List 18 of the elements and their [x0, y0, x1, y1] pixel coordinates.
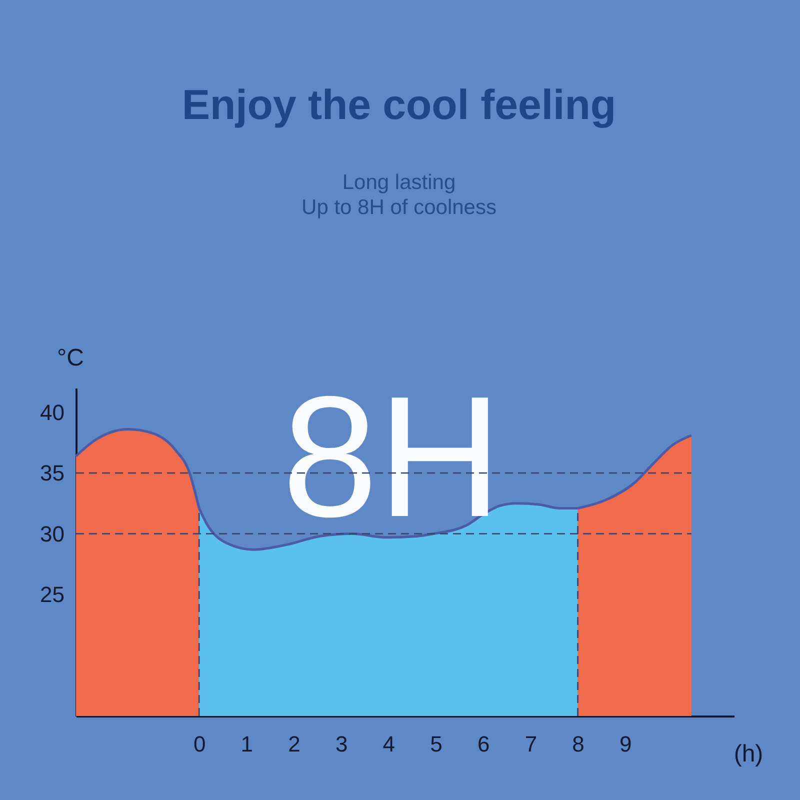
y-axis-title: °C [57, 344, 84, 372]
y-tick-label: 35 [40, 460, 64, 486]
x-tick-label: 1 [240, 732, 254, 756]
x-tick-label: 7 [524, 732, 538, 756]
x-tick-label: 5 [430, 732, 442, 756]
y-tick-label: 25 [40, 582, 64, 608]
x-tick-label: 0 [193, 732, 206, 756]
x-tick-label: 4 [382, 732, 396, 756]
y-tick-label: 40 [40, 400, 64, 425]
y-tick-label: 30 [40, 521, 64, 546]
x-axis-title: (h) [734, 740, 764, 768]
x-tick-label: 9 [619, 732, 632, 756]
chart-title: Enjoy the cool feeling [182, 81, 616, 128]
x-tick-label: 2 [288, 732, 300, 756]
chart-subtitle: Long lasting Up to 8H of coolness [302, 171, 496, 219]
x-tick-label: 8 [572, 732, 584, 756]
x-tick-label: 6 [477, 732, 490, 756]
x-tick-label: 3 [335, 732, 348, 756]
